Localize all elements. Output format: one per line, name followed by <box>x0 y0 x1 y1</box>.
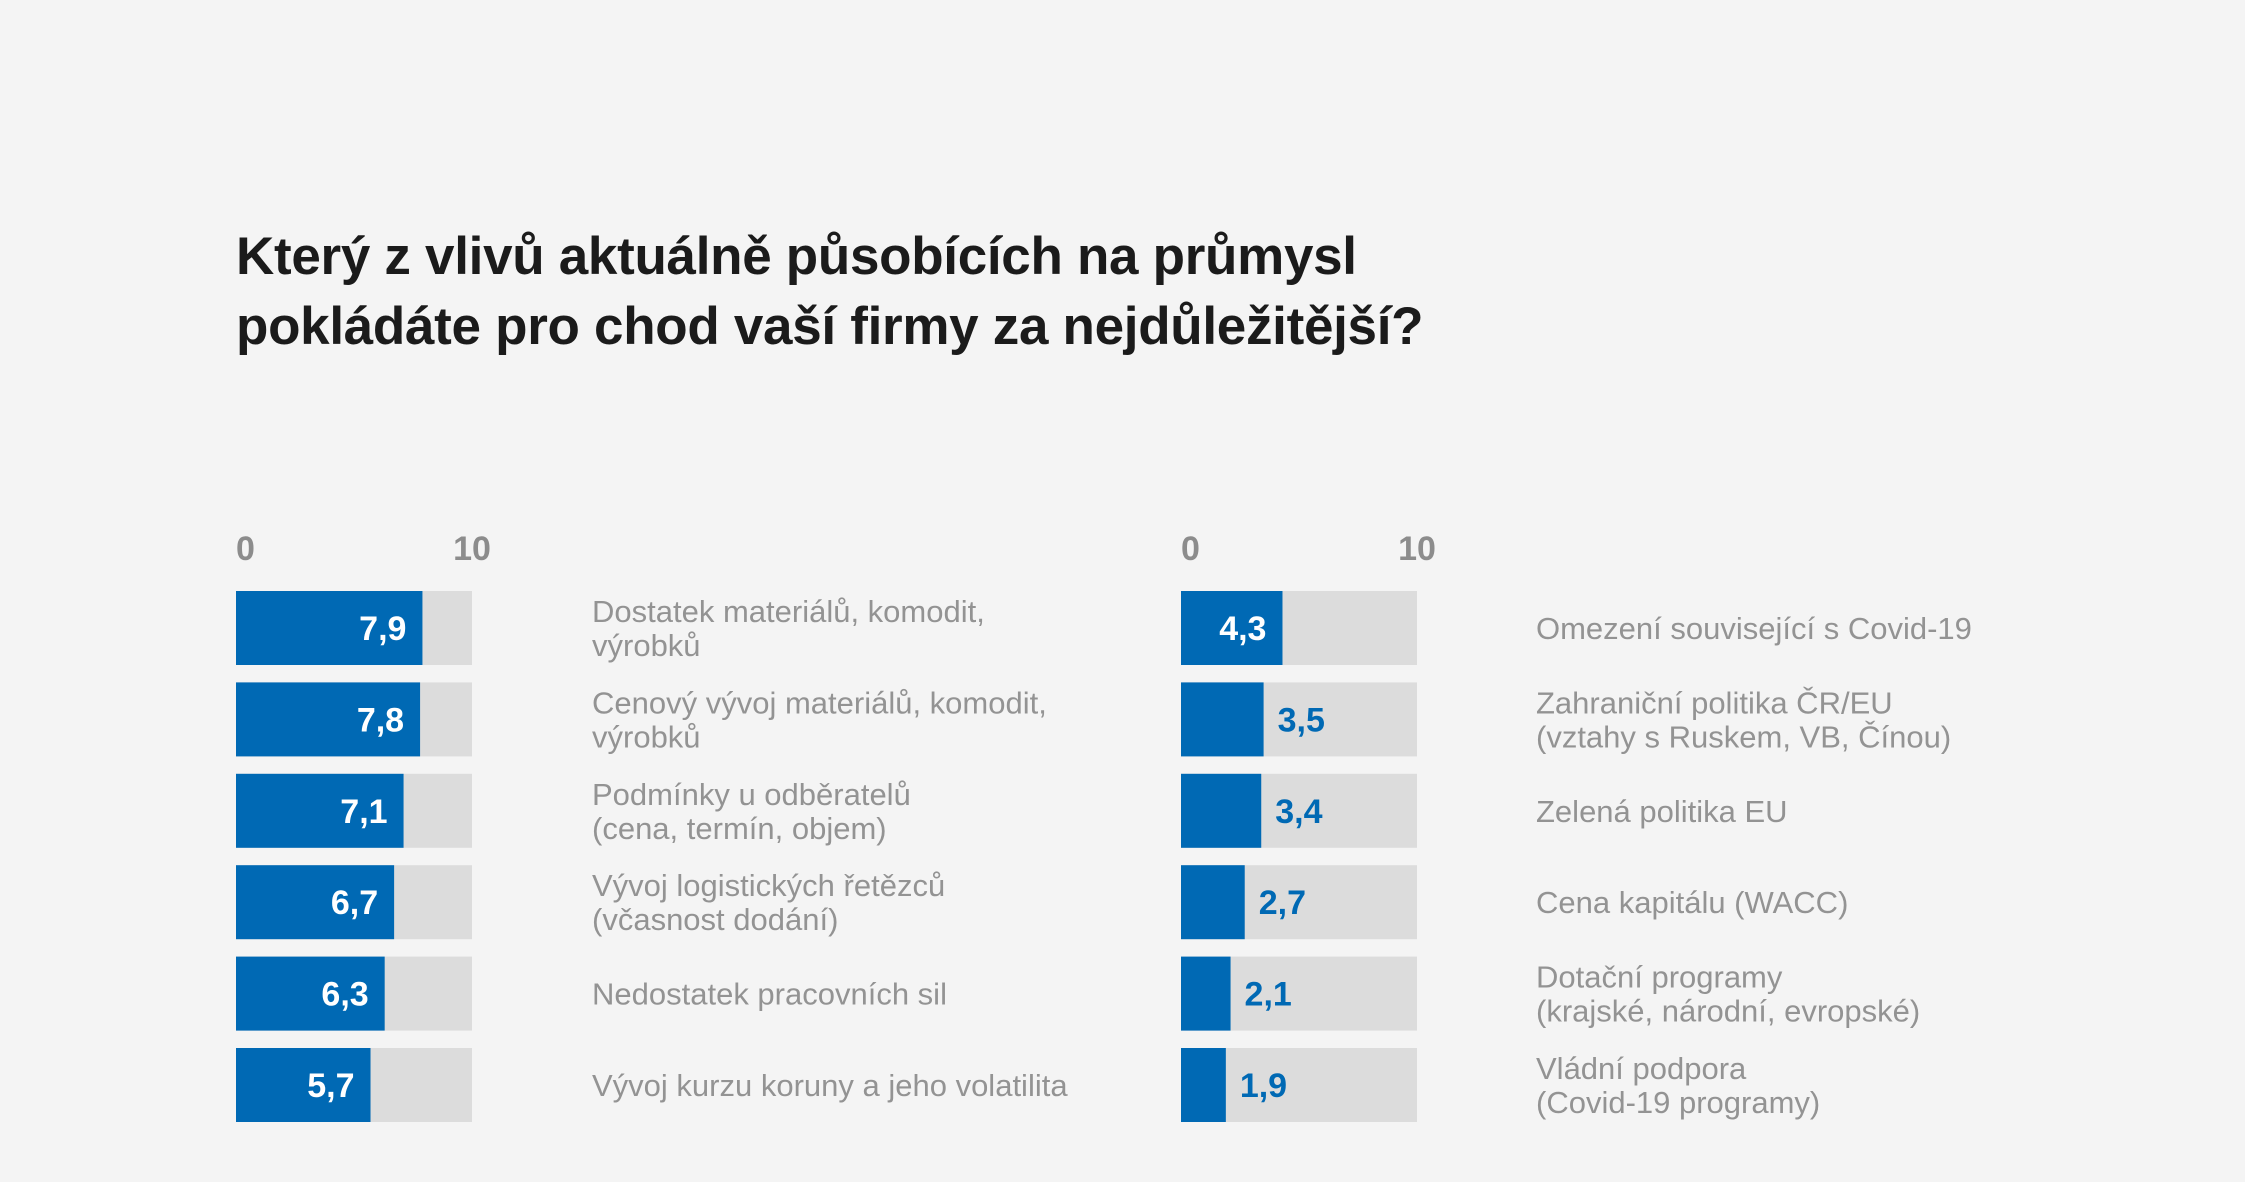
axis-tick-label: 0 <box>236 530 255 568</box>
bar <box>1181 956 1231 1031</box>
category-label: Nedostatek pracovních sil <box>592 977 947 1012</box>
bar <box>1181 591 1283 665</box>
bar-value-label: 1,9 <box>1240 1067 1287 1105</box>
bar <box>236 1048 371 1122</box>
bar-value-label: 3,4 <box>1275 793 1322 831</box>
category-label: Dotační programy (krajské, národní, evrop… <box>1536 960 1920 1029</box>
bar-value-label: 7,8 <box>357 701 404 739</box>
bar-value-label: 2,1 <box>1245 976 1292 1014</box>
category-label: Dostatek materiálů, komodit, výrobků <box>592 594 985 663</box>
bar <box>236 773 404 848</box>
axis-tick-label: 0 <box>1181 530 1200 568</box>
bar-value-label: 6,3 <box>321 976 368 1014</box>
chart-panel-2: 0 10 4,3 Omezení související s Covid-19 3,5 Z… <box>1181 530 1972 1122</box>
bar <box>1181 1048 1226 1122</box>
bar-value-label: 4,3 <box>1219 610 1266 648</box>
bar <box>1181 773 1262 848</box>
bar-value-label: 2,7 <box>1259 884 1306 922</box>
axis-tick-label: 10 <box>453 530 491 568</box>
category-label: Cena kapitálu (WACC) <box>1536 885 1848 920</box>
chart-panel-1: 0 10 7,9 Dostatek materiálů, komodit, výrobk… <box>236 530 1068 1122</box>
bar <box>1181 865 1245 940</box>
category-label: Vládní podpora (Covid-19 programy) <box>1536 1051 1820 1120</box>
category-label: Cenový vývoj materiálů, komodit, výrobků <box>592 685 1047 754</box>
bar-value-label: 3,5 <box>1278 701 1325 739</box>
bar <box>236 865 395 940</box>
bar <box>236 591 423 665</box>
bar <box>236 956 385 1031</box>
category-label: Podmínky u odběratelů (cena, termín, obje… <box>592 777 911 846</box>
bar-value-label: 5,7 <box>307 1067 354 1105</box>
category-label: Omezení související s Covid-19 <box>1536 611 1972 646</box>
bar <box>236 682 421 757</box>
category-label: Vývoj kurzu koruny a jeho volatilita <box>592 1068 1068 1103</box>
bar <box>1181 682 1264 757</box>
category-label: Zelená politika EU <box>1536 794 1788 829</box>
category-label: Vývoj logistických řetězců (včasnost dodá… <box>592 868 945 937</box>
axis-tick-label: 10 <box>1398 530 1436 568</box>
bar-value-label: 7,9 <box>359 610 406 648</box>
bar-value-label: 6,7 <box>331 884 378 922</box>
chart-title: Který z vlivů aktuálně působících na prů… <box>236 227 1424 356</box>
category-label: Zahraniční politika ČR/EU (vztahy s Ruske… <box>1536 685 1951 754</box>
bar-value-label: 7,1 <box>340 793 387 831</box>
